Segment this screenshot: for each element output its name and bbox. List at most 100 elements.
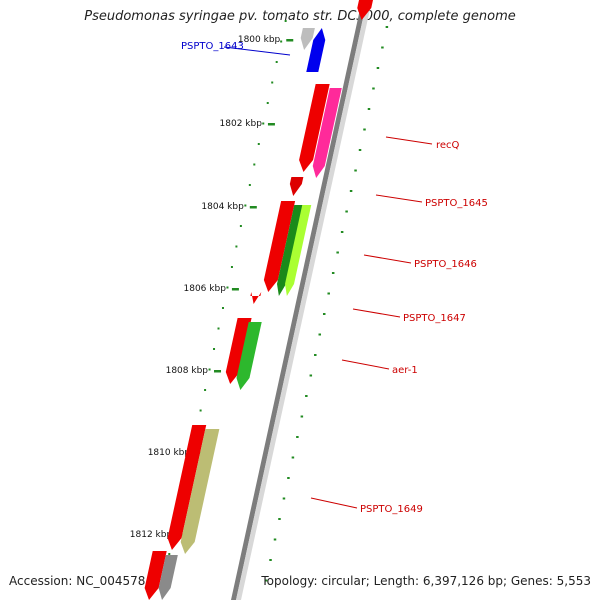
- gene-label-recq: recQ: [436, 140, 460, 151]
- gene-feature-red-5: [144, 551, 167, 600]
- leader-line-recq: [385, 136, 433, 145]
- gene-feature-pspto-1646-dark: [277, 205, 304, 296]
- scale-dot-inner: [204, 389, 207, 391]
- tick-mark-1808-kbp: [214, 370, 222, 373]
- scale-dot-outer: [385, 26, 389, 28]
- scale-dot-outer: [331, 272, 335, 274]
- scale-dot-outer: [282, 497, 286, 500]
- gene-feature-red-4: [167, 425, 207, 550]
- scale-dot-outer: [314, 354, 317, 356]
- genome-backbone: [231, 0, 372, 600]
- scale-dot-inner: [284, 20, 287, 22]
- tick-label-1810-kbp: 1810 kbp: [148, 448, 191, 458]
- gene-label-pspto-1649: PSPTO_1649: [360, 504, 423, 515]
- gene-feature-recq: [312, 88, 342, 178]
- scale-dot-outer: [381, 46, 384, 49]
- gene-feature-red-2: [263, 201, 296, 292]
- leader-line-aer-1: [341, 359, 390, 370]
- gene-label-pspto-1645: PSPTO_1645: [425, 198, 488, 209]
- gene-features-layer: [144, 0, 373, 600]
- scale-dot-outer: [336, 251, 339, 254]
- scale-dot-outer: [273, 538, 277, 541]
- gene-labels-layer: PSPTO_1643 recQ PSPTO_1645 PSPTO_1646 PSPTO_…: [181, 41, 488, 515]
- gene-feature-top-grey: [300, 28, 315, 50]
- gene-label-pspto-1643: PSPTO_1643: [181, 41, 244, 52]
- gene-feature-bottom-grey: [158, 555, 178, 600]
- gene-label-pspto-1647: PSPTO_1647: [403, 313, 466, 324]
- scale-dot-inner: [275, 61, 278, 63]
- tick-label-1808-kbp: 1808 kbp: [166, 366, 209, 376]
- scale-dot-outer: [264, 579, 268, 582]
- gene-label-aer-1: aer-1: [392, 365, 418, 376]
- tick-mark-1800-kbp: [286, 39, 294, 42]
- scale-dot-inner: [271, 81, 274, 84]
- scale-dot-inner: [168, 553, 171, 555]
- backbone-line-light: [236, 0, 372, 600]
- scale-dot-inner: [221, 307, 224, 309]
- tick-mark-1806-kbp: [231, 288, 239, 291]
- scale-dot-outer: [278, 518, 281, 520]
- scale-dot-outer: [372, 87, 375, 90]
- tick-label-1806-kbp: 1806 kbp: [184, 284, 227, 294]
- scale-dot-outer: [349, 190, 353, 192]
- page-title: Pseudomonas syringae pv. tomato str. DC3…: [84, 9, 516, 24]
- scale-dot-outer: [354, 169, 357, 172]
- scale-dot-outer: [291, 456, 295, 459]
- scale-dot-inner: [262, 122, 265, 125]
- leader-line-pspto-1643: [223, 46, 291, 56]
- scale-dot-outer: [305, 395, 308, 397]
- accession-text: Accession: NC_004578: [9, 574, 146, 588]
- leader-line-pspto-1649: [310, 497, 358, 509]
- scale-dot-outer: [367, 108, 371, 110]
- tick-label-1804-kbp: 1804 kbp: [201, 202, 244, 212]
- scale-dot-inner: [280, 40, 283, 43]
- scale-dot-outer: [345, 210, 348, 213]
- scale-dot-outer: [327, 292, 330, 295]
- backbone-line-dark: [231, 0, 367, 600]
- leader-line-pspto-1645: [375, 194, 423, 203]
- scale-dot-inner: [199, 409, 202, 412]
- scale-dot-outer: [318, 333, 322, 336]
- gene-feature-pspto-1646-light: [285, 205, 312, 296]
- tick-label-1802-kbp: 1802 kbp: [220, 119, 263, 129]
- scale-dot-outer: [300, 415, 304, 418]
- scale-dot-inner: [239, 225, 242, 227]
- gene-label-pspto-1646: PSPTO_1646: [414, 259, 477, 270]
- gene-feature-aer-1: [236, 322, 262, 390]
- gene-feature-pspto-1643: [306, 28, 326, 72]
- scale-dot-inner: [253, 163, 256, 166]
- scale-dot-inner: [257, 143, 260, 145]
- gene-feature-top-red: [357, 0, 373, 20]
- scale-dot-inner: [235, 245, 238, 248]
- scale-dot-outer: [309, 374, 313, 377]
- scale-dot-outer: [363, 128, 366, 131]
- scale-dot-inner: [248, 184, 251, 186]
- scale-dot-outer: [376, 67, 380, 69]
- gene-feature-pspto-1647: [250, 292, 262, 304]
- scale-dot-outer: [340, 231, 344, 233]
- tick-mark-1802-kbp: [267, 123, 275, 126]
- scale-dot-inner: [217, 327, 220, 330]
- scale-dot-outer: [269, 559, 272, 561]
- gene-feature-pspto-1649: [180, 429, 220, 554]
- scale-dot-inner: [230, 266, 233, 268]
- scale-dot-inner: [226, 286, 229, 289]
- scale-dot-inner: [213, 348, 216, 350]
- gene-feature-red-1: [299, 84, 330, 172]
- tick-label-1812-kbp: 1812 kbp: [130, 530, 173, 540]
- scale-dot-outer: [358, 149, 362, 151]
- leader-line-pspto-1646: [363, 254, 412, 264]
- scale-dot-outer: [322, 313, 326, 315]
- scale-dot-inner: [244, 204, 247, 207]
- scale-dot-inner: [208, 368, 211, 371]
- gene-feature-pspto-1645: [289, 177, 304, 196]
- tick-mark-1804-kbp: [249, 206, 257, 209]
- leader-line-pspto-1647: [352, 308, 401, 318]
- gene-feature-red-3: [225, 318, 252, 384]
- topology-text: Topology: circular; Length: 6,397,126 bp…: [261, 574, 591, 588]
- tick-label-1800-kbp: 1800 kbp: [238, 35, 281, 45]
- scale-dot-outer: [296, 436, 299, 438]
- scale-dot-outer: [287, 477, 290, 479]
- scale-dot-inner: [266, 102, 269, 104]
